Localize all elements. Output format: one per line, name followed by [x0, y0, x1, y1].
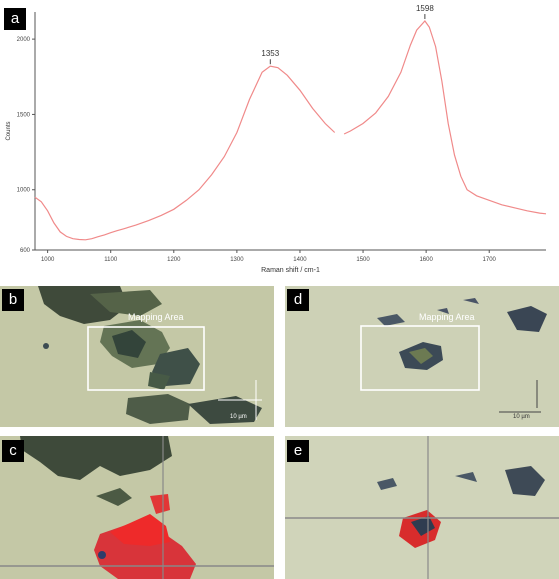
spectrum-line — [34, 65, 336, 241]
x-tick-label: 1000 — [41, 257, 55, 263]
scale-bar-label-d: 10 µm — [513, 414, 530, 420]
optical-image-b: Mapping Area 10 µm — [0, 286, 274, 427]
panel-label-a: a — [4, 8, 26, 30]
panel-label-e: e — [287, 440, 309, 462]
raman-map-e — [285, 436, 559, 579]
raman-map-e-graphic — [285, 436, 559, 579]
raman-map-c-graphic — [0, 436, 274, 579]
peak-label: 1598 — [416, 4, 434, 13]
x-tick-label: 1100 — [104, 257, 118, 263]
y-axis-label: Counts — [6, 121, 12, 140]
optical-image-d-graphic — [285, 286, 559, 427]
raman-chart: 1000 1100 1200 1300 1400 1500 1600 1700 600 1000 1… — [6, 4, 547, 274]
panel-label-b: b — [2, 289, 24, 311]
mapping-area-label-d: Mapping Area — [419, 312, 475, 322]
scale-bar-label-b: 10 µm — [230, 414, 247, 420]
raman-map-c — [0, 436, 274, 579]
y-tick-label: 2000 — [17, 37, 31, 43]
y-tick-label: 1000 — [17, 188, 31, 194]
panel-label-c: c — [2, 440, 24, 462]
optical-image-b-graphic — [0, 286, 274, 427]
y-tick-label: 1500 — [17, 112, 31, 118]
x-tick-label: 1300 — [230, 257, 244, 263]
x-tick-label: 1600 — [419, 257, 433, 263]
y-tick-label: 600 — [20, 248, 31, 254]
peak-label: 1353 — [261, 49, 279, 58]
spectrum-line — [343, 20, 547, 215]
raman-spectrum-panel: 1000 1100 1200 1300 1400 1500 1600 1700 600 1000 1… — [0, 0, 559, 280]
mapping-area-label-b: Mapping Area — [128, 312, 184, 322]
x-tick-label: 1700 — [483, 257, 497, 263]
optical-image-d: Mapping Area 10 µm — [285, 286, 559, 427]
x-tick-label: 1400 — [293, 257, 307, 263]
x-tick-label: 1200 — [167, 257, 181, 263]
x-axis-label: Raman shift / cm-1 — [261, 267, 320, 274]
x-tick-label: 1500 — [356, 257, 370, 263]
panel-label-d: d — [287, 289, 309, 311]
